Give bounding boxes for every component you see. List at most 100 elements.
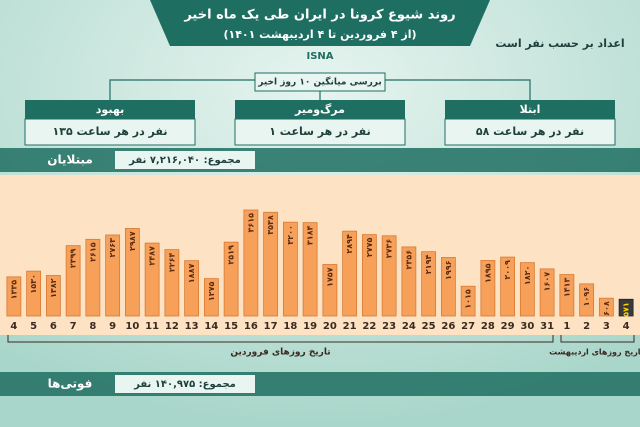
month-bracket (7, 335, 554, 343)
box-body (24, 118, 196, 146)
bar (618, 298, 634, 317)
bar (203, 278, 219, 317)
deaths-band (0, 372, 640, 396)
x-tick-label: 17 (264, 321, 278, 332)
x-tick-label: 19 (303, 321, 317, 332)
bar (579, 283, 595, 317)
value-label: ۲۳۹۹ (69, 249, 78, 269)
x-tick-label: 10 (125, 321, 139, 332)
bar (26, 270, 42, 317)
x-tick-label: 7 (70, 321, 77, 332)
x-tick-label: 9 (109, 321, 116, 332)
bar (263, 211, 279, 317)
title-banner (150, 0, 490, 46)
x-tick-label: 12 (165, 321, 179, 332)
cases-band (0, 148, 640, 172)
x-tick-label: 15 (224, 321, 238, 332)
bar (559, 274, 575, 317)
value-label: ۳۱۸۴ (306, 226, 315, 246)
value-label: ۲۳۵۶ (404, 250, 413, 270)
box-label: ابتلا (520, 103, 541, 116)
summary-boxes: بهبود ۱۳۵ نفر در هر ساعت مرگ‌ومیر ۱ نفر در … (24, 100, 616, 146)
bar (342, 230, 358, 317)
bar (124, 228, 140, 317)
bar (144, 242, 160, 317)
x-tick-label: 8 (89, 321, 96, 332)
note: اعداد بر حسب نفر است (495, 37, 624, 50)
bar (361, 234, 377, 317)
bar (302, 222, 318, 317)
value-label: ۱۸۹۵ (483, 263, 492, 283)
box-body (444, 118, 616, 146)
value-label: ۱۰۱۵ (464, 289, 473, 309)
box-text: ۱۳۵ نفر در هر ساعت (53, 125, 168, 138)
x-axis-label: تاریخ روزهای فروردین (230, 348, 330, 358)
x-axis-label: تاریخ روزهای اردیبهشت (549, 348, 640, 357)
box-text: ۱ نفر در هر ساعت (269, 125, 370, 138)
summary-title: بررسی میانگین ۱۰ روز اخیر (257, 76, 381, 88)
month-bracket (560, 335, 635, 343)
value-label: ۲۷۷۵ (365, 238, 374, 258)
bar (322, 264, 338, 317)
value-label: ۱۲۷۵ (207, 281, 216, 301)
bar (539, 268, 555, 317)
bar (85, 238, 101, 317)
box-label: بهبود (96, 103, 124, 116)
box-body (234, 118, 406, 146)
value-label: ۲۵۱۹ (227, 245, 236, 265)
bar (105, 234, 121, 317)
x-tick-label: 1 (563, 321, 570, 332)
bar (460, 285, 476, 317)
x-tick-label: 21 (343, 321, 357, 332)
value-label: ۱۵۳۰ (29, 274, 38, 294)
value-label: ۱۶۰۷ (543, 272, 552, 292)
chart: ۱۳۳۵ 4 ۱۵۳۰ 5 ۱۳۸۲ 6 ۲۳۹۹ 7 ۲۶۱۵ 8 ۲۷۶۳ 9 ۲۹۸۷ 10 ۲۴۸۷… (6, 209, 640, 358)
bar (440, 257, 456, 317)
bar (381, 235, 397, 317)
bar (421, 251, 437, 317)
x-tick-label: 6 (50, 321, 57, 332)
box-text: ۵۸ نفر در هر ساعت (476, 125, 584, 138)
value-label: ۲۸۹۴ (345, 234, 354, 254)
x-tick-label: 4 (623, 321, 630, 332)
x-tick-label: 14 (204, 321, 218, 332)
x-tick-label: 16 (244, 321, 258, 332)
summary-title-box (254, 72, 386, 92)
value-label: ۳۵۳۸ (266, 215, 275, 235)
x-tick-label: 28 (481, 321, 495, 332)
x-tick-label: 25 (422, 321, 436, 332)
cases-total: مجموع: ۷,۲۱۶,۰۴۰ نفر (128, 155, 241, 166)
box-label: مرگ‌ومیر (294, 102, 345, 116)
bar (401, 246, 417, 317)
x-tick-label: 26 (441, 321, 455, 332)
value-label: ۱۳۳۵ (9, 280, 18, 300)
chart-title: مبتلایان (47, 153, 93, 167)
value-label: ۲۶۱۵ (88, 242, 97, 262)
subtitle: (از ۴ فروردین تا ۴ اردیبهشت ۱۴۰۱) (223, 28, 416, 41)
x-tick-label: 27 (461, 321, 475, 332)
value-label: ۱۸۲۰ (523, 266, 532, 286)
bar (45, 275, 61, 317)
value-label: ۱۷۵۷ (325, 267, 334, 287)
value-label: ۵۷۱ (622, 302, 631, 317)
bar (243, 209, 259, 317)
bar (6, 276, 22, 317)
bar (282, 221, 298, 317)
x-tick-label: 30 (520, 321, 534, 332)
value-label: ۲۷۳۶ (385, 239, 394, 259)
value-label: ۲۱۹۴ (424, 255, 433, 275)
value-label: ۶۰۸ (602, 301, 611, 316)
x-tick-label: 5 (30, 321, 37, 332)
box-header (25, 100, 195, 119)
bar (519, 262, 535, 317)
x-tick-label: 31 (540, 321, 554, 332)
brand: ISNA (306, 51, 333, 62)
title: روند شیوع کرونا در ایران طی یک ماه اخیر (183, 8, 455, 23)
x-tick-label: 24 (402, 321, 416, 332)
x-tick-label: 3 (603, 321, 610, 332)
value-label: ۱۰۹۶ (582, 287, 591, 307)
value-label: ۱۹۹۶ (444, 260, 453, 280)
deaths-total: مجموع: ۱۴۰,۹۷۵ نفر (133, 379, 236, 390)
bar (480, 260, 496, 317)
value-label: ۱۴۱۳ (562, 277, 571, 297)
